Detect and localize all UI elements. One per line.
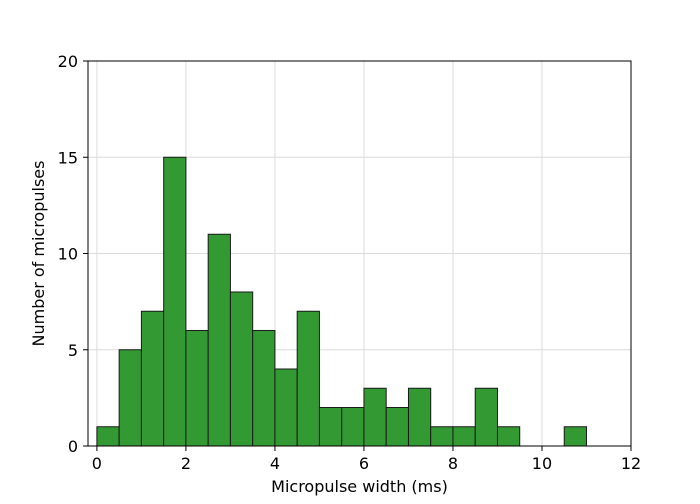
histogram-bar-14 <box>407 387 432 447</box>
histogram-bar-15 <box>430 426 454 447</box>
histogram-bar-11 <box>341 407 365 447</box>
histogram-bar-16 <box>452 426 476 447</box>
histogram-bar-9 <box>296 310 320 447</box>
histogram-bar-18 <box>496 426 521 447</box>
y-tick-label-1: 5 <box>68 341 78 360</box>
histogram-bar-21 <box>563 426 587 447</box>
histogram-bar-5 <box>207 233 231 447</box>
x-tick-label-3: 6 <box>359 454 369 473</box>
histogram-bar-6 <box>229 291 254 447</box>
histogram-bar-0 <box>96 426 120 447</box>
y-tick-label-2: 10 <box>58 245 78 264</box>
histogram-bar-13 <box>385 407 409 447</box>
x-tick-label-2: 4 <box>270 454 280 473</box>
y-tick-label-4: 20 <box>58 52 78 71</box>
histogram-bar-8 <box>274 368 298 447</box>
histogram-bar-2 <box>140 310 165 447</box>
x-tick-label-6: 12 <box>621 454 641 473</box>
y-tick-label-3: 15 <box>58 148 78 167</box>
histogram-bar-4 <box>185 330 209 447</box>
x-tick-label-5: 10 <box>532 454 552 473</box>
histogram-bar-3 <box>163 156 187 447</box>
y-tick-label-0: 0 <box>68 437 78 456</box>
x-tick-label-0: 0 <box>92 454 102 473</box>
y-axis-ticks: 0 5 10 15 20 <box>58 52 88 456</box>
x-tick-label-1: 2 <box>181 454 191 473</box>
x-axis-ticks: 0 2 4 6 8 10 12 <box>92 446 641 473</box>
x-axis-label: Micropulse width (ms) <box>271 477 448 496</box>
y-axis-label: Number of micropulses <box>29 161 48 347</box>
histogram-bar-12 <box>363 387 387 447</box>
x-tick-label-4: 8 <box>448 454 458 473</box>
histogram-bar-1 <box>118 349 142 447</box>
histogram-bars <box>96 156 587 447</box>
histogram-bar-7 <box>252 330 276 447</box>
histogram-bar-17 <box>474 387 498 447</box>
histogram-bar-10 <box>318 407 343 447</box>
